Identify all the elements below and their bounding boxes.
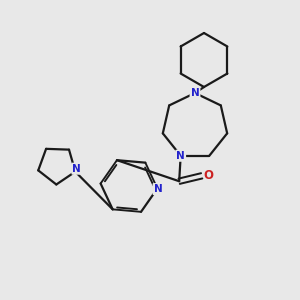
- Text: N: N: [190, 88, 200, 98]
- Text: N: N: [72, 164, 81, 174]
- Text: N: N: [176, 151, 185, 161]
- Text: O: O: [203, 169, 213, 182]
- Text: N: N: [154, 184, 162, 194]
